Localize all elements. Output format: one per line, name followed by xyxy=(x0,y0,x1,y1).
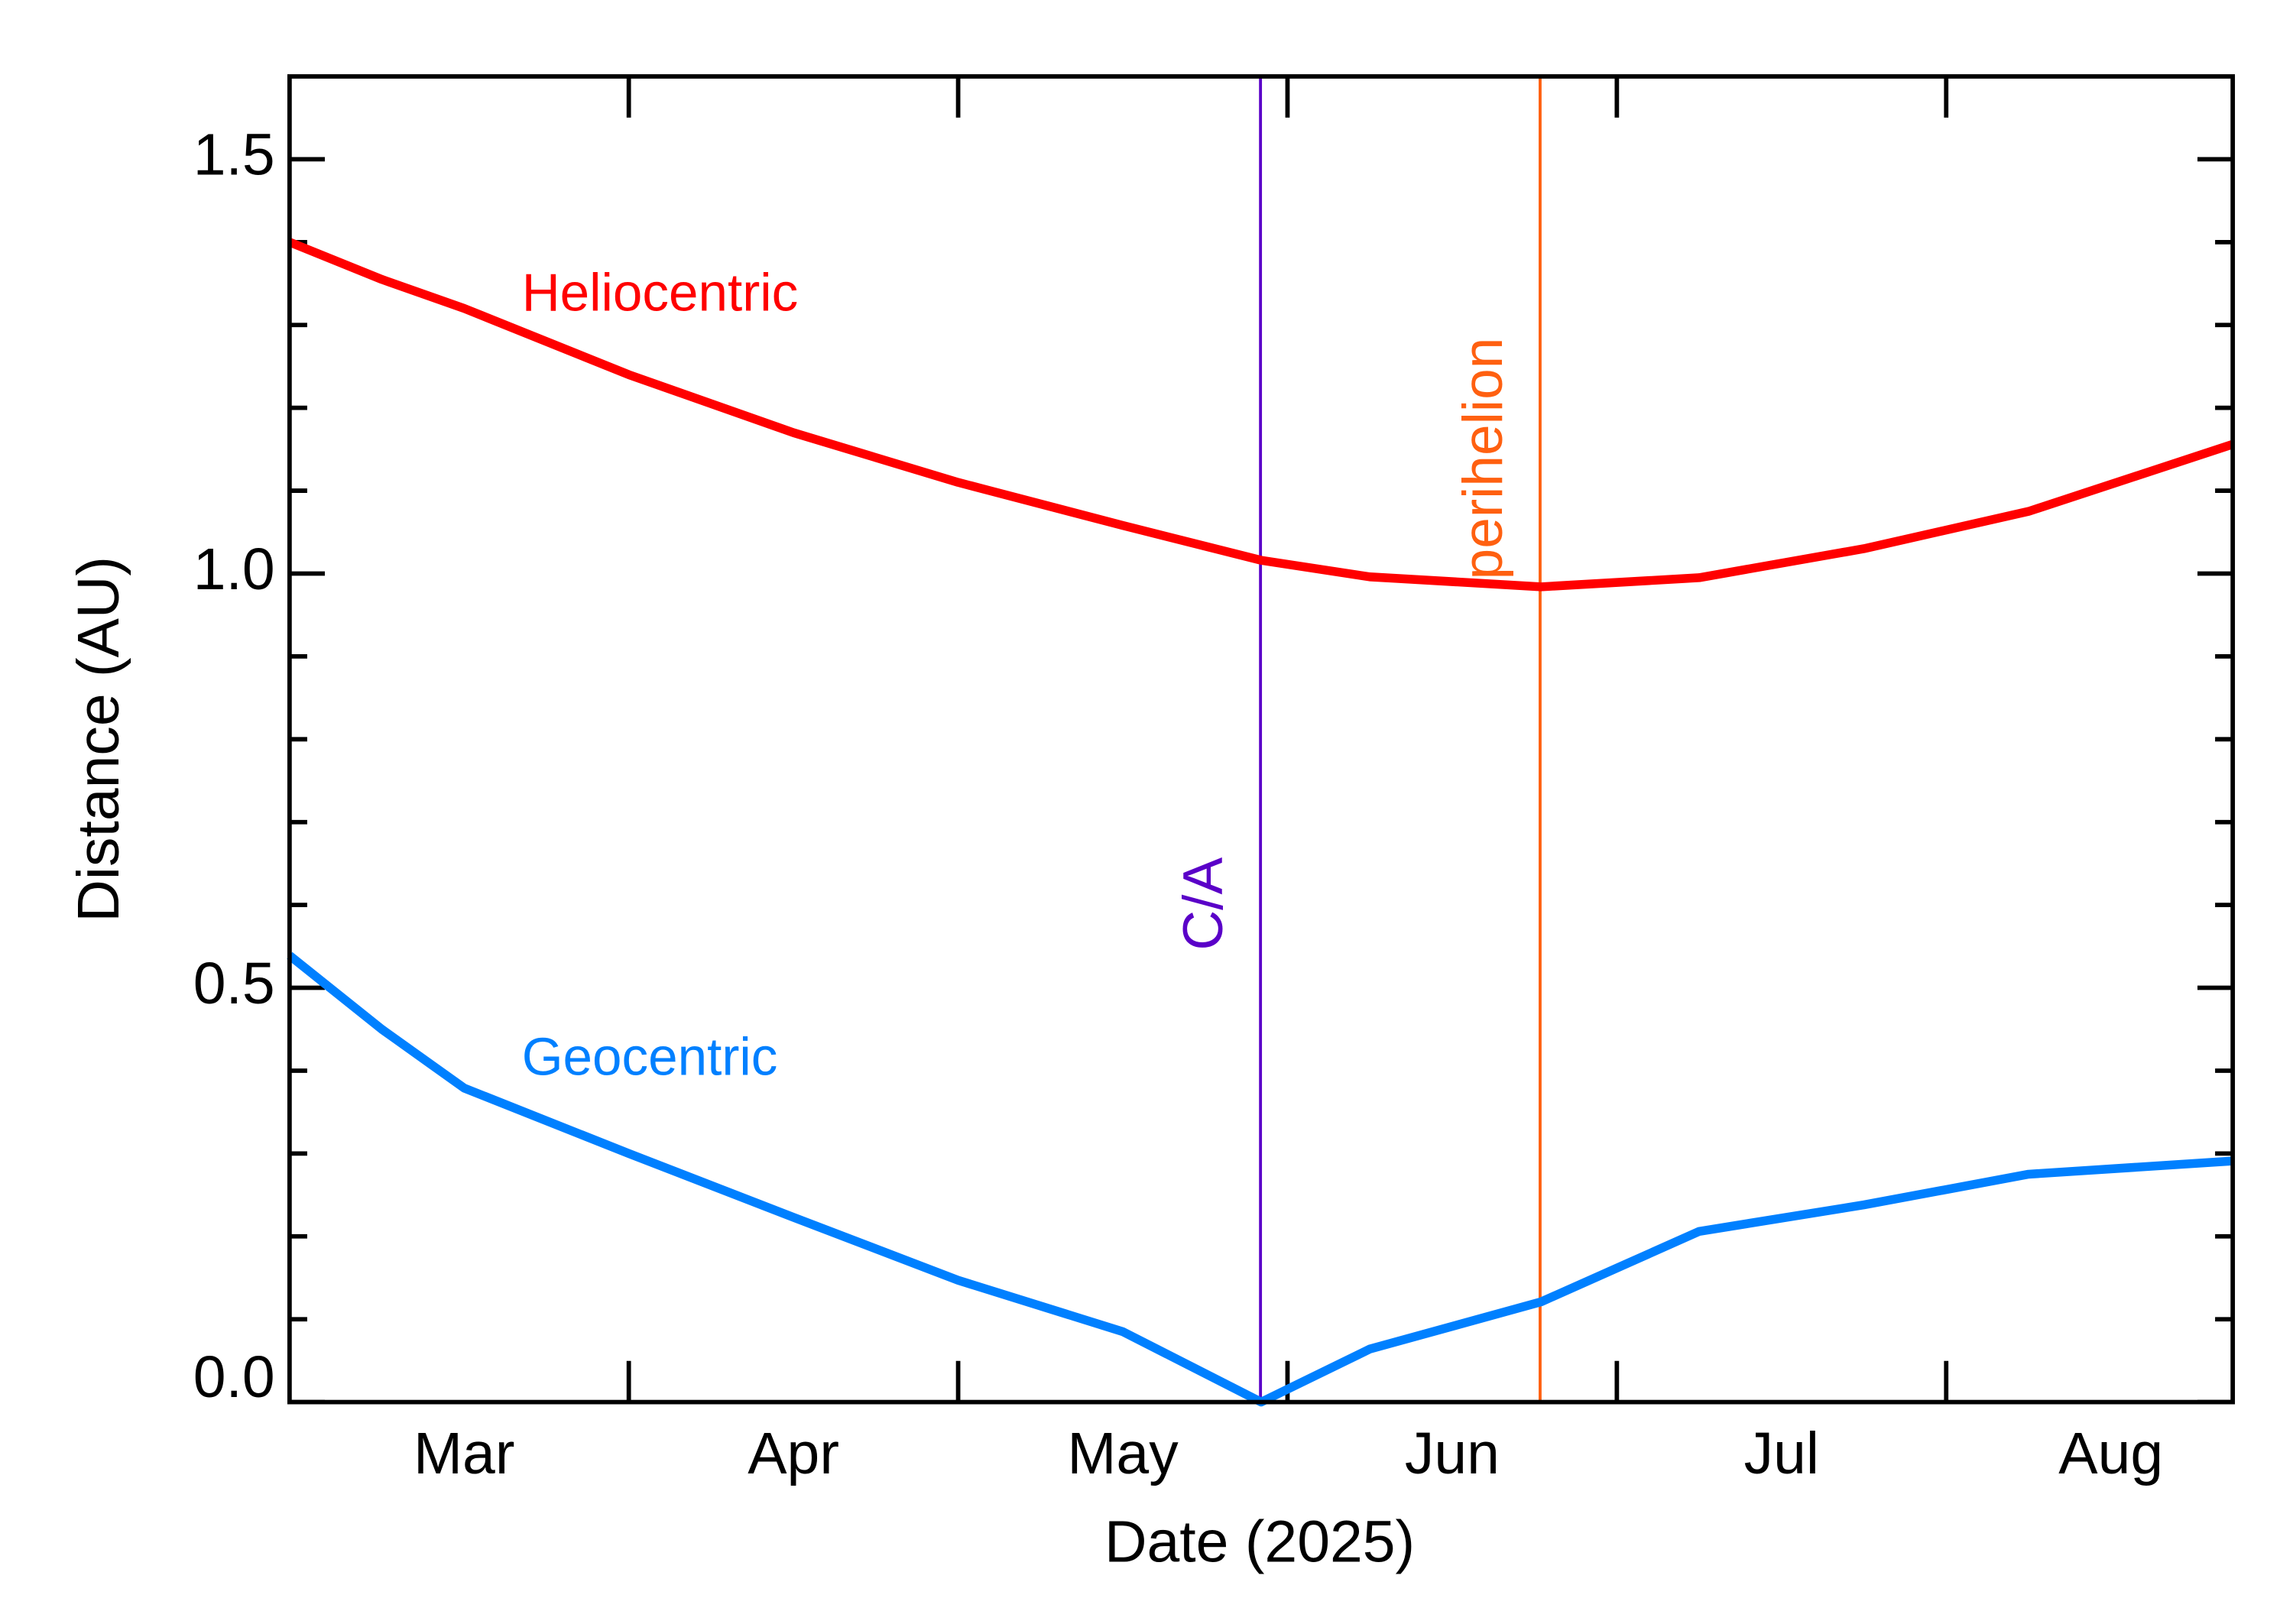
y-tick-label: 0.5 xyxy=(193,951,275,1016)
x-axis-label: Date (2025) xyxy=(1104,1509,1415,1574)
event-label: perihelion xyxy=(1452,338,1514,580)
x-tick-label: Aug xyxy=(2058,1421,2163,1486)
x-tick-label: May xyxy=(1067,1421,1179,1486)
y-tick-label: 1.5 xyxy=(193,122,275,188)
y-tick-label: 1.0 xyxy=(193,536,275,602)
x-tick-label: Jun xyxy=(1405,1421,1500,1486)
event-label: C/A xyxy=(1172,857,1234,951)
series-line xyxy=(287,238,2234,592)
x-tick-label: Jul xyxy=(1744,1421,1819,1486)
y-axis-label: Distance (AU) xyxy=(66,556,131,922)
y-tick-label: 0.0 xyxy=(193,1344,275,1410)
series-label: Geocentric xyxy=(522,1027,778,1087)
series-label: Heliocentric xyxy=(522,263,799,323)
plot-frame xyxy=(287,74,2236,1405)
x-tick-label: Apr xyxy=(748,1421,839,1486)
series-line xyxy=(287,951,2233,1407)
x-tick-label: Mar xyxy=(414,1421,514,1486)
